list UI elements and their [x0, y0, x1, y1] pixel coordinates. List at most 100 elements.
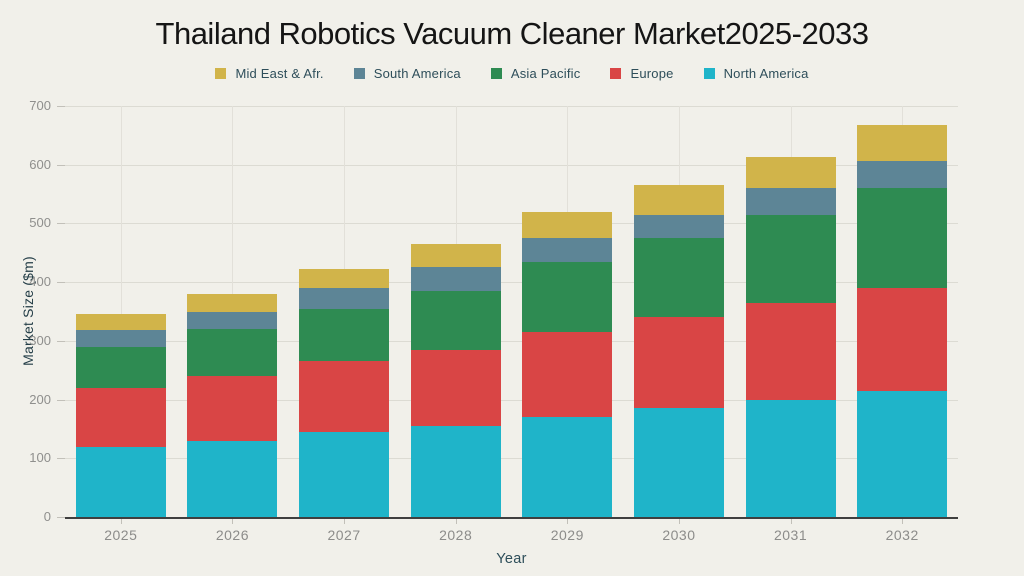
y-axis-tick	[57, 282, 65, 284]
bar-segment-south-america-2027[interactable]	[299, 288, 390, 309]
x-axis-tick	[567, 519, 569, 524]
bar-segment-asia-pacific-2031[interactable]	[745, 214, 836, 303]
bar-segment-asia-pacific-2032[interactable]	[857, 188, 948, 289]
y-tick-label: 400	[29, 274, 51, 290]
bar-segment-north-america-2026[interactable]	[187, 440, 278, 517]
bar-segment-mid-east-afr-2030[interactable]	[633, 185, 724, 215]
x-tick-label: 2025	[104, 527, 138, 543]
legend-label: North America	[723, 66, 809, 81]
legend-swatch-mid-east-afr	[215, 68, 227, 79]
bar-segment-north-america-2029[interactable]	[522, 417, 613, 517]
x-axis-tick	[902, 519, 904, 524]
bar-segment-europe-2028[interactable]	[410, 349, 501, 426]
bar-segment-north-america-2028[interactable]	[410, 426, 501, 517]
legend-swatch-europe	[610, 68, 622, 79]
x-tick-label: 2027	[327, 527, 361, 543]
bar-segment-asia-pacific-2027[interactable]	[299, 308, 390, 362]
bar-segment-mid-east-afr-2027[interactable]	[299, 268, 390, 289]
bar-segment-south-america-2028[interactable]	[410, 267, 501, 291]
legend-item-south-america[interactable]: South America	[353, 66, 461, 81]
y-axis-tick	[57, 340, 65, 342]
bar-segment-south-america-2026[interactable]	[187, 311, 278, 330]
bar-segment-europe-2030[interactable]	[633, 317, 724, 409]
legend-label: Asia Pacific	[510, 66, 581, 81]
y-gridline	[65, 340, 958, 342]
y-tick-label: 700	[29, 98, 51, 113]
y-tick-label: 0	[43, 509, 51, 524]
bar-segment-north-america-2025[interactable]	[75, 446, 166, 517]
plot-area: 0 100 200 300 400 500 600 700 2025 2026 2027 2028 20…	[29, 98, 958, 543]
x-axis-tick	[232, 519, 234, 524]
x-axis-title: Year	[496, 551, 527, 567]
legend-item-asia-pacific[interactable]: Asia Pacific	[490, 66, 581, 81]
legend-label: Mid East & Afr.	[235, 66, 324, 81]
y-gridline	[65, 164, 958, 166]
bar-segment-north-america-2031[interactable]	[745, 399, 836, 517]
bar-segment-asia-pacific-2025[interactable]	[75, 346, 166, 388]
y-axis-tick	[57, 399, 65, 401]
y-gridline	[65, 399, 958, 401]
bar-segment-asia-pacific-2029[interactable]	[522, 261, 613, 333]
bar-segment-mid-east-afr-2032[interactable]	[857, 124, 948, 161]
y-gridline	[65, 282, 958, 284]
legend-item-north-america[interactable]: North America	[703, 66, 809, 81]
x-tick-label: 2030	[662, 527, 696, 543]
y-axis-tick	[57, 517, 65, 518]
x-tick-label: 2026	[215, 527, 250, 543]
y-tick-label: 600	[29, 156, 51, 172]
bar-segment-south-america-2032[interactable]	[857, 160, 948, 189]
x-tick-label: 2029	[550, 527, 584, 543]
chart-title: Thailand Robotics Vacuum Cleaner Market2…	[155, 16, 869, 51]
bar-segment-europe-2032[interactable]	[857, 288, 948, 391]
x-axis-tick	[678, 519, 680, 524]
bar-segment-north-america-2032[interactable]	[857, 390, 948, 517]
legend-label: South America	[373, 66, 461, 81]
bar-segment-mid-east-afr-2029[interactable]	[522, 211, 613, 239]
x-tick-label: 2031	[773, 527, 808, 543]
y-gridline	[65, 106, 958, 107]
bar-segment-north-america-2027[interactable]	[299, 431, 390, 517]
bar-segment-europe-2031[interactable]	[745, 302, 836, 400]
bar-segment-south-america-2031[interactable]	[745, 188, 836, 215]
y-tick-label: 500	[29, 215, 51, 231]
x-gridline	[232, 106, 234, 517]
legend-item-europe[interactable]: Europe	[610, 66, 673, 81]
y-tick-label: 200	[29, 391, 51, 407]
x-tick-label: 2028	[439, 527, 473, 543]
bar-segment-south-america-2030[interactable]	[633, 214, 724, 239]
bar-segment-europe-2026[interactable]	[187, 376, 278, 441]
bar-segment-south-america-2025[interactable]	[75, 330, 166, 347]
bar-segment-asia-pacific-2030[interactable]	[633, 238, 724, 318]
bar-segment-north-america-2030[interactable]	[633, 408, 724, 517]
bar-segment-mid-east-afr-2026[interactable]	[187, 293, 278, 312]
y-axis-tick	[57, 458, 65, 460]
y-axis-tick	[57, 164, 65, 166]
y-gridline	[65, 223, 958, 225]
legend-label: Europe	[630, 66, 674, 81]
legend-item-mid-east-afr[interactable]: Mid East & Afr.	[215, 66, 324, 81]
x-axis-tick	[120, 519, 122, 524]
x-gridline	[120, 106, 122, 517]
bar-segment-mid-east-afr-2028[interactable]	[410, 243, 501, 268]
legend-swatch-south-america	[353, 68, 365, 79]
x-axis-tick	[344, 519, 346, 524]
bar-segment-mid-east-afr-2025[interactable]	[75, 314, 166, 331]
y-axis-tick	[57, 223, 65, 225]
bar-segment-europe-2027[interactable]	[299, 361, 390, 432]
legend-swatch-asia-pacific	[490, 68, 502, 79]
x-axis-tick	[455, 519, 457, 524]
bar-segment-mid-east-afr-2031[interactable]	[745, 157, 836, 189]
y-gridline	[65, 458, 958, 460]
y-tick-label: 300	[29, 332, 51, 348]
y-axis-tick	[57, 106, 65, 107]
legend-swatch-north-america	[703, 68, 715, 79]
bar-segment-asia-pacific-2026[interactable]	[187, 329, 278, 377]
bar-segment-asia-pacific-2028[interactable]	[410, 290, 501, 350]
x-axis-tick	[790, 519, 792, 524]
bar-segment-europe-2025[interactable]	[75, 387, 166, 447]
x-tick-label: 2032	[885, 527, 919, 543]
legend: Mid East & Afr. South America Asia Pacif…	[0, 66, 1024, 81]
bar-segment-south-america-2029[interactable]	[522, 238, 613, 262]
bar-segment-europe-2029[interactable]	[522, 332, 613, 418]
